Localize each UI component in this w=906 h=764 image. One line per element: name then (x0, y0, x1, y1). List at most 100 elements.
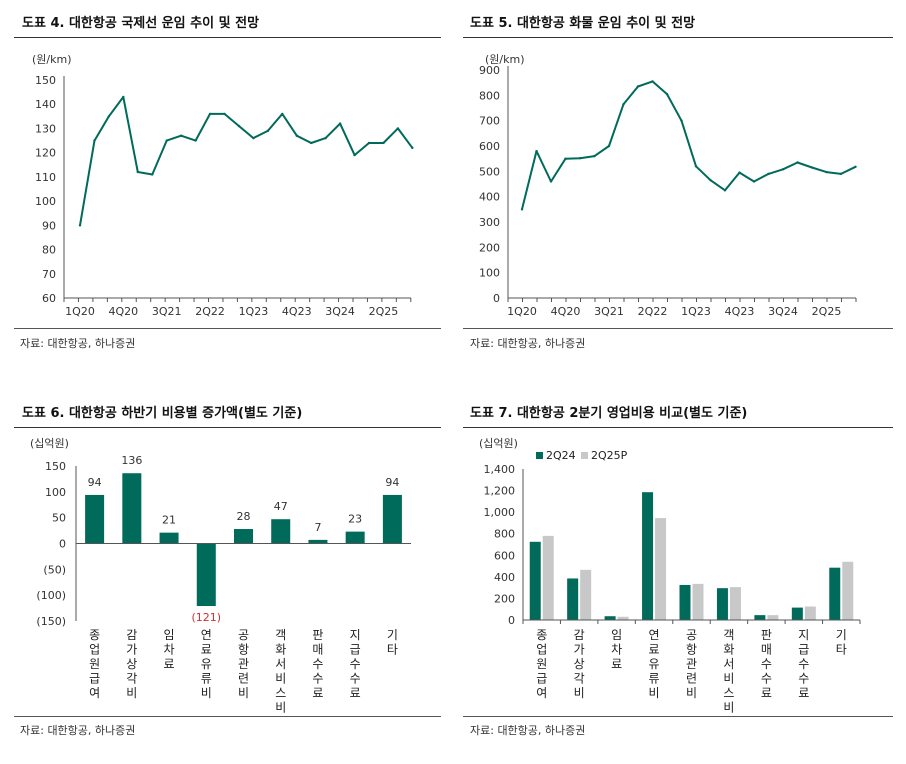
y-tick-label: 70 (42, 268, 56, 281)
y-tick-label: 700 (479, 115, 500, 128)
y-tick-label: 90 (42, 219, 56, 232)
bar-2q24 (829, 567, 841, 620)
bar-2q24 (791, 607, 803, 620)
x-tick-label: 1Q20 (507, 305, 537, 318)
data-point (151, 173, 154, 176)
data-point (738, 171, 741, 174)
title-rule (463, 37, 893, 38)
y-tick-label: 1,000 (484, 506, 516, 519)
bar-2q25p (580, 569, 592, 620)
source-rule (14, 716, 441, 717)
y-tick-label: 100 (45, 486, 66, 499)
chart-title: 도표 6. 대한항공 하반기 비용별 증가액(별도 기준) (22, 406, 303, 421)
data-point (709, 179, 712, 182)
data-point (825, 170, 828, 174)
data-label: 94 (385, 476, 399, 489)
x-tick-label: 3Q24 (325, 305, 355, 318)
y-tick-label: 500 (479, 165, 500, 178)
y-tick-label: 120 (35, 147, 56, 160)
bar (271, 519, 291, 544)
bar-2q25p (729, 587, 741, 620)
y-tick-label: (150) (36, 615, 66, 628)
y-tick-label: 600 (494, 549, 515, 562)
data-point (281, 112, 284, 116)
bar-2q24 (642, 492, 654, 620)
bar-2q24 (529, 541, 541, 620)
y-tick-label: 400 (494, 571, 515, 584)
y-tick-label: 100 (35, 195, 56, 208)
title-rule (14, 37, 441, 38)
data-point (310, 141, 313, 145)
x-tick-label: 1Q23 (239, 305, 269, 318)
data-label: 23 (348, 513, 362, 526)
y-tick-label: 800 (479, 89, 500, 102)
y-tick-label: (50) (43, 563, 66, 576)
bar-2q24 (754, 615, 766, 620)
data-point (93, 139, 96, 142)
source-rule (463, 716, 893, 717)
data-point (324, 136, 327, 140)
y-axis-unit: (십억원) (479, 437, 518, 450)
y-axis-unit: (원/km) (485, 53, 525, 66)
legend-label: 2Q25P (591, 449, 628, 462)
line-chart-international-fare: (원/km) 150 140 130 120 110 100 90 80 70 60 1Q20 4Q20… (32, 53, 414, 318)
data-point (578, 156, 582, 160)
bar-2q24 (679, 584, 691, 620)
y-tick-label: 80 (42, 244, 56, 257)
x-tick-label: 3Q21 (152, 305, 182, 318)
source-note: 자료: 대한항공, 하나증권 (470, 724, 586, 737)
bar (159, 532, 179, 544)
data-point (208, 112, 212, 116)
data-point (520, 208, 524, 211)
data-point (382, 141, 385, 145)
chart-title: 도표 5. 대한항공 화물 운임 추이 및 전망 (470, 16, 696, 31)
x-tick-label: 1Q20 (65, 305, 95, 318)
legend-label: 2Q24 (546, 449, 576, 462)
data-point (367, 141, 371, 145)
data-point (165, 139, 168, 142)
bar-chart-2q-opex: (십억원) 1,400 1,200 1,000 800 600 400 200 0 종 업 원 급 여 감 가… (479, 437, 861, 714)
y-tick-label: 60 (42, 292, 56, 305)
x-tick-label: 4Q23 (282, 305, 312, 318)
data-point (136, 170, 139, 174)
source-rule (463, 328, 893, 329)
y-tick-label: 50 (52, 512, 66, 525)
series-line (521, 80, 856, 210)
y-tick-label: 100 (479, 267, 500, 280)
data-point (237, 124, 241, 128)
data-point (636, 85, 640, 88)
data-point (107, 115, 111, 118)
source-note: 자료: 대한항공, 하나증권 (20, 724, 136, 737)
x-tick-label: 2Q22 (638, 305, 668, 318)
source-note: 자료: 대한항공, 하나증권 (20, 337, 136, 350)
x-tick-label: 2Q22 (195, 305, 225, 318)
title-rule (463, 427, 893, 428)
data-point (593, 154, 596, 158)
bar-2q24 (716, 588, 728, 620)
data-point (338, 122, 342, 125)
data-point (665, 92, 669, 96)
source-rule (14, 328, 441, 329)
bar-2q25p (804, 606, 816, 620)
data-point (607, 144, 611, 148)
title-rule (14, 427, 441, 428)
y-tick-label: 900 (479, 64, 500, 77)
y-tick-label: (100) (36, 589, 66, 602)
y-tick-label: 110 (35, 171, 56, 184)
y-tick-label: 200 (479, 241, 500, 254)
chart-title: 도표 4. 대한항공 국제선 운임 추이 및 전망 (22, 16, 260, 31)
x-tick-label: 3Q24 (768, 305, 798, 318)
y-tick-label: 140 (35, 98, 56, 111)
y-tick-label: 0 (508, 614, 515, 627)
data-point (535, 149, 538, 153)
data-label: 94 (88, 476, 102, 489)
